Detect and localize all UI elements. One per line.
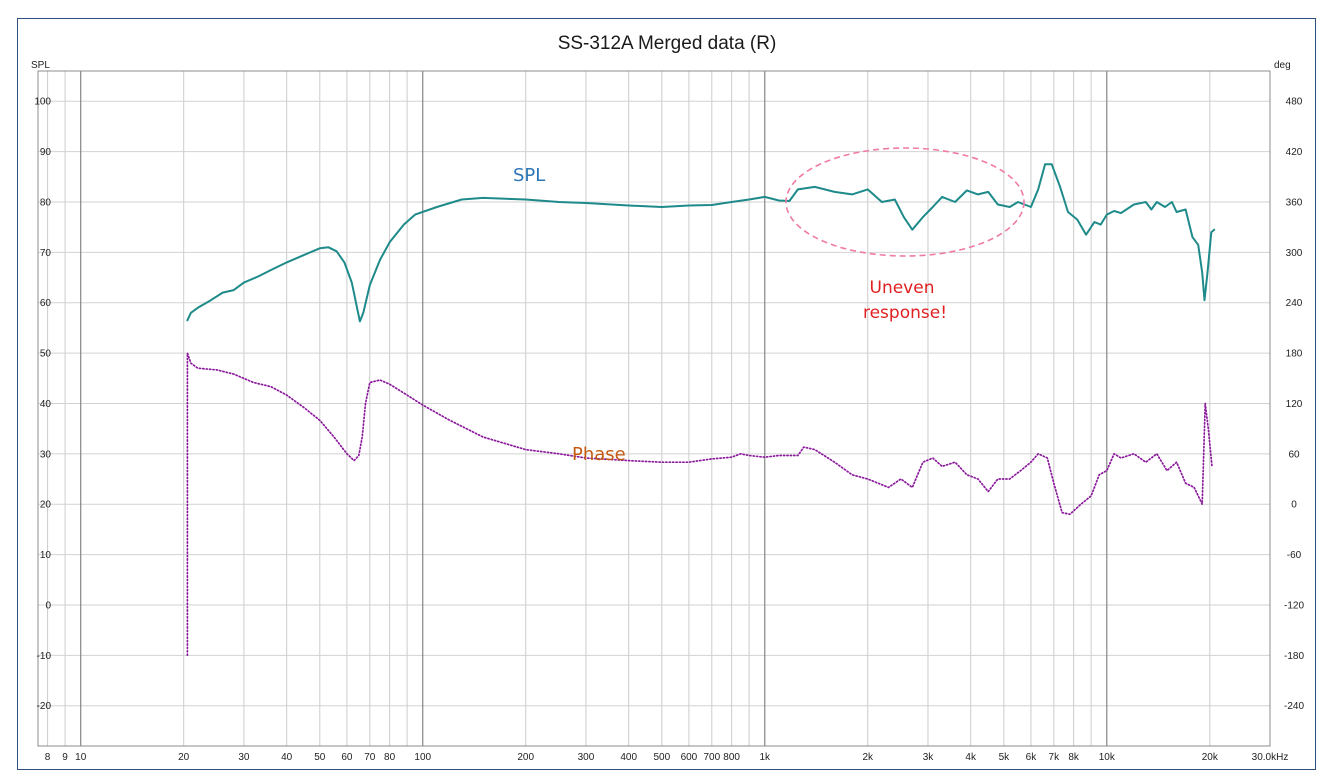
right-y-tick-label: 60 [1288, 449, 1300, 460]
phase-series-label: Phase [572, 444, 626, 465]
left-y-tick-label: 20 [40, 500, 52, 511]
left-y-tick-label: -10 [37, 651, 52, 662]
x-axis-tick-labels: 8 9 10 20 30 40 50 60 70 80 100 200 300 400 500 600 700 8… [45, 752, 1289, 763]
x-tick-label: 9 [62, 752, 68, 763]
x-tick-label: 60 [341, 752, 353, 763]
left-y-tick-label: 40 [40, 399, 52, 410]
left-y-tick-label: 90 [40, 147, 52, 158]
left-y-tick-label: 100 [34, 97, 51, 108]
right-axis-label: deg [1274, 60, 1291, 71]
x-tick-label: 700 [703, 752, 720, 763]
series-line-phase [186, 352, 1213, 657]
x-tick-label: 20 [178, 752, 190, 763]
left-y-tick-label: 30 [40, 449, 52, 460]
x-tick-label: 4k [965, 752, 977, 763]
x-tick-label: 8k [1068, 752, 1080, 763]
spl-series-label: SPL [513, 165, 545, 186]
right-y-tick-label: 360 [1286, 197, 1303, 208]
x-tick-label: 500 [653, 752, 670, 763]
plot-border [37, 70, 1271, 747]
x-tick-label: 50 [314, 752, 326, 763]
right-y-tick-label: -60 [1287, 550, 1302, 561]
x-tick-label: 80 [384, 752, 396, 763]
right-y-tick-label: -120 [1284, 600, 1304, 611]
series-layer [186, 163, 1216, 657]
left-y-tick-label: -20 [37, 701, 52, 712]
left-y-tick-label: 80 [40, 197, 52, 208]
uneven-annotation-line2: response! [863, 303, 947, 323]
x-tick-label: 5k [999, 752, 1011, 763]
x-tick-label: 100 [414, 752, 431, 763]
x-tick-label: 30 [238, 752, 250, 763]
x-tick-label: 70 [364, 752, 376, 763]
x-tick-label: 7k [1049, 752, 1061, 763]
right-y-tick-label: -180 [1284, 651, 1304, 662]
left-axis-label: SPL [31, 60, 50, 71]
major-gridlines [80, 71, 1108, 746]
x-tick-label: 1k [760, 752, 772, 763]
right-y-tick-label: 420 [1286, 147, 1303, 158]
x-tick-label: 3k [923, 752, 935, 763]
x-tick-label: 800 [723, 752, 740, 763]
right-y-tick-label: 480 [1286, 97, 1303, 108]
left-y-tick-label: 70 [40, 248, 52, 259]
x-tick-label: 2k [862, 752, 874, 763]
right-y-tick-label: 240 [1286, 298, 1303, 309]
x-tick-label: 6k [1026, 752, 1038, 763]
left-y-tick-label: 60 [40, 298, 52, 309]
x-tick-label: 600 [681, 752, 698, 763]
left-y-tick-label: 10 [40, 550, 52, 561]
x-tick-label: 30.0kHz [1252, 752, 1289, 763]
uneven-response-highlight [785, 147, 1025, 257]
series-line-spl [186, 163, 1216, 323]
chart-title: SS-312A Merged data (R) [557, 33, 777, 54]
right-y-tick-label: 300 [1286, 248, 1303, 259]
right-y-tick-label: 120 [1286, 399, 1303, 410]
x-tick-label: 20k [1202, 752, 1219, 763]
minor-gridlines [38, 71, 1271, 746]
x-tick-label: 300 [578, 752, 595, 763]
right-y-tick-label: -240 [1284, 701, 1304, 712]
chart-frame [17, 18, 1316, 770]
x-tick-label: 40 [281, 752, 293, 763]
x-tick-label: 10k [1099, 752, 1116, 763]
x-tick-label: 8 [45, 752, 51, 763]
right-y-tick-label: 0 [1291, 500, 1297, 511]
x-tick-label: 200 [517, 752, 534, 763]
left-y-tick-label: 0 [45, 600, 51, 611]
right-axis-tick-labels: 480 420 360 300 240 180 120 60 0 -60 -120 -180 -240 [1284, 97, 1304, 712]
right-y-tick-label: 180 [1286, 349, 1303, 360]
uneven-annotation-line1: Uneven [870, 278, 935, 298]
left-y-tick-label: 50 [40, 349, 52, 360]
x-tick-label: 10 [75, 752, 87, 763]
x-tick-label: 400 [620, 752, 637, 763]
